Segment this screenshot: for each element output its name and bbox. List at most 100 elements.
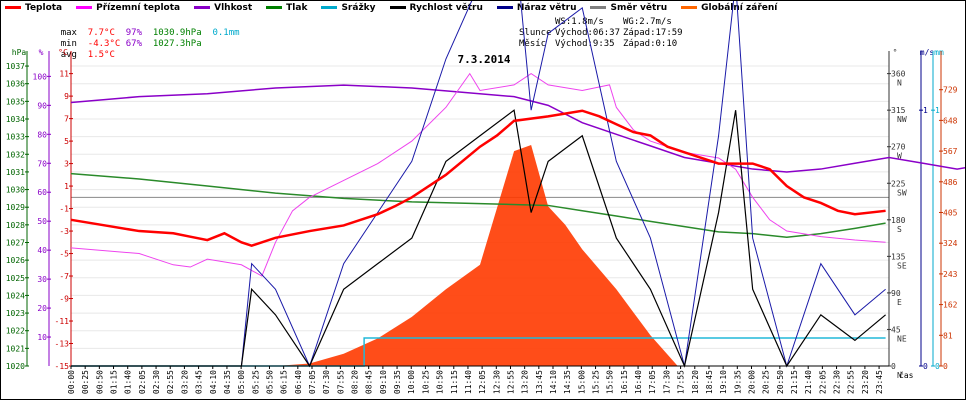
ms-tick-label: 0: [923, 362, 928, 371]
legend-swatch: [590, 6, 607, 9]
legend: Teplota Přízemní teplota Vlhkost Tlak Srážky…: [5, 3, 791, 17]
stats-max: max 7.7°C 97% 1030.9hPa 0.1mm: [60, 28, 240, 38]
legend-item: Přízemní teplota: [76, 3, 180, 13]
hPa-tick-label: 1030: [6, 186, 25, 195]
x-tick-label: 11:40: [464, 370, 473, 394]
pct-axis-label: %: [39, 48, 44, 57]
legend-label: Tlak: [286, 3, 308, 13]
x-tick-label: 22:55: [847, 370, 856, 394]
x-tick-label: 12:30: [492, 370, 501, 394]
pct-tick-label: 10: [37, 333, 47, 342]
x-tick-label: 20:00: [747, 370, 756, 394]
degC-tick-label: -5: [59, 250, 69, 259]
legend-swatch: [5, 6, 21, 9]
x-tick-label: 04:35: [223, 370, 232, 394]
x-tick-label: 08:20: [351, 370, 360, 394]
compass-label: N: [897, 371, 902, 380]
legend-item: Tlak: [266, 3, 307, 13]
hPa-axis-label: hPa: [12, 48, 27, 57]
series-prizemni-teplota: [70, 72, 886, 277]
wm2-tick-label: 729: [943, 86, 958, 95]
legend-item: Rychlost větru: [389, 3, 483, 13]
deg-tick-label: 180: [891, 216, 906, 225]
compass-label: S: [897, 225, 902, 234]
x-tick-label: 15:00: [577, 370, 586, 394]
wm2-tick-label: 0: [943, 362, 948, 371]
deg-axis-label: °: [893, 48, 898, 57]
degC-tick-label: -11: [55, 317, 70, 326]
hPa-tick-label: 1025: [6, 274, 25, 283]
legend-item: Srážky: [321, 3, 376, 13]
chart-title: 7.3.2014: [458, 53, 511, 66]
degC-tick-label: 3: [64, 160, 69, 169]
x-tick-label: 02:55: [166, 370, 175, 394]
hPa-tick-label: 1021: [6, 344, 25, 353]
x-tick-label: 07:55: [336, 370, 345, 394]
legend-item: Vlhkost: [194, 3, 252, 13]
hPa-tick-label: 1037: [6, 62, 25, 71]
compass-label: W: [897, 152, 902, 161]
deg-tick-label: 270: [891, 143, 906, 152]
ms-tick-label: 1: [923, 106, 928, 115]
compass-label: SE: [897, 261, 907, 270]
compass-label: NW: [897, 115, 907, 124]
x-tick-label: 17:05: [648, 370, 657, 394]
wm2-tick-label: 162: [943, 301, 958, 310]
degC-tick-label: 7: [64, 115, 69, 124]
pct-tick-label: 30: [37, 275, 47, 284]
series-tlak: [70, 172, 886, 238]
x-tick-label: 06:40: [294, 370, 303, 394]
degC-tick-label: -7: [59, 272, 69, 281]
x-tick-label: 14:10: [549, 370, 558, 394]
x-tick-label: 00:25: [81, 370, 90, 394]
x-tick-label: 09:35: [393, 370, 402, 394]
x-tick-label: 03:45: [195, 370, 204, 394]
x-tick-label: 13:45: [535, 370, 544, 394]
x-tick-label: 08:45: [365, 370, 374, 394]
wm2-tick-label: 567: [943, 147, 958, 156]
x-tick-label: 15:50: [606, 370, 615, 394]
x-tick-label: 00:00: [67, 370, 76, 394]
hPa-tick-label: 1026: [6, 256, 25, 265]
x-tick-label: 06:15: [280, 370, 289, 394]
x-tick-label: 01:40: [124, 370, 133, 394]
hPa-tick-label: 1034: [6, 115, 25, 124]
hPa-tick-label: 1036: [6, 80, 25, 89]
hPa-tick-label: 1029: [6, 203, 25, 212]
legend-swatch: [496, 6, 513, 9]
hPa-tick-label: 1024: [6, 291, 25, 300]
pct-tick-label: 100: [33, 72, 48, 81]
legend-label: Přízemní teplota: [96, 3, 181, 13]
degC-tick-label: -9: [59, 295, 69, 304]
x-tick-label: 18:20: [691, 370, 700, 394]
x-tick-label: 11:15: [450, 370, 459, 394]
series-teplota: [70, 109, 886, 247]
degC-tick-label: -15: [55, 362, 70, 371]
wm2-tick-label: 648: [943, 116, 958, 125]
pct-tick-label: 90: [37, 101, 47, 110]
pct-tick-label: 40: [37, 246, 47, 255]
x-tick-label: 10:25: [421, 370, 430, 394]
compass-label: N: [897, 79, 902, 88]
compass-label: SW: [897, 188, 907, 197]
degC-tick-label: 11: [59, 70, 69, 79]
legend-item: Teplota: [5, 3, 62, 13]
legend-label: Globální záření: [701, 3, 778, 13]
x-tick-label: 13:20: [521, 370, 530, 394]
x-tick-label: 15:25: [592, 370, 601, 394]
hPa-tick-label: 1028: [6, 221, 25, 230]
pct-tick-label: 20: [37, 304, 47, 313]
legend-item: Směr větru: [590, 3, 667, 13]
legend-swatch: [194, 6, 211, 9]
deg-tick-label: 135: [891, 252, 906, 261]
series-rychlost-vetru: [71, 109, 886, 368]
x-tick-label: 20:25: [762, 370, 771, 394]
mm-axis-label: mm: [934, 48, 944, 57]
legend-swatch: [321, 6, 338, 9]
x-tick-label: 18:45: [705, 370, 714, 394]
x-tick-label: 10:00: [407, 370, 416, 394]
wm2-tick-label: 324: [943, 239, 958, 248]
ms-axis-label: m/s: [920, 48, 935, 57]
legend-swatch: [389, 6, 406, 9]
